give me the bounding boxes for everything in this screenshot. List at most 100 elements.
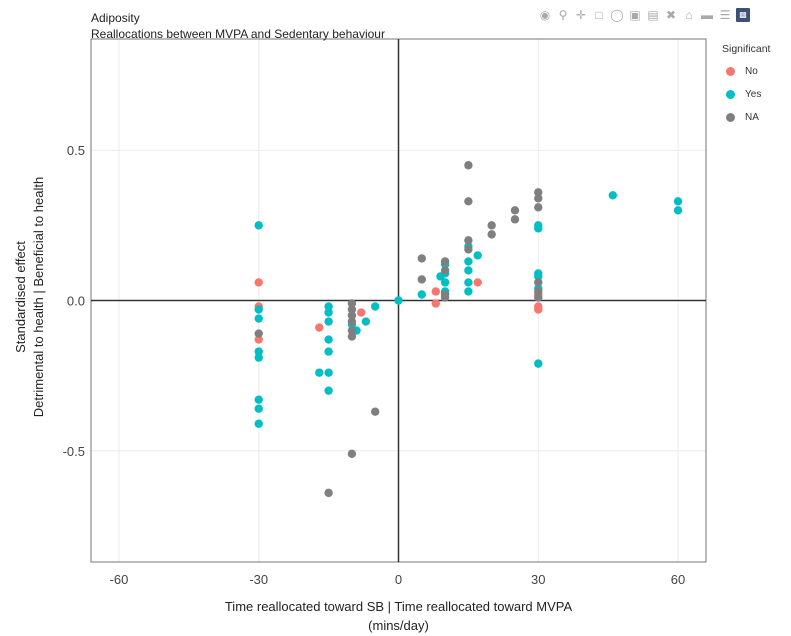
y-axis-label-line1: Standardised effect <box>13 241 28 353</box>
y-axis-label-line2: Detrimental to health | Beneficial to he… <box>31 176 46 418</box>
point-na <box>534 287 543 296</box>
point-yes <box>464 287 473 296</box>
point-yes <box>324 347 333 356</box>
zoom-in-icon[interactable]: ▣ <box>629 8 641 22</box>
x-axis-label: Time reallocated toward SB | Time reallo… <box>91 597 706 635</box>
x-tick-label: -30 <box>249 572 268 587</box>
point-yes <box>440 278 450 287</box>
point-yes <box>473 251 482 260</box>
point-yes <box>324 368 333 377</box>
data-points <box>254 161 683 498</box>
plotly-logo-icon[interactable]: ▩ <box>736 8 750 22</box>
point-no <box>431 299 440 308</box>
x-axis-label-line1: Time reallocated toward SB | Time reallo… <box>224 599 573 614</box>
reset-axes-icon[interactable]: ⌂ <box>685 8 693 22</box>
point-yes <box>361 317 371 326</box>
point-yes <box>254 305 263 314</box>
legend-item-yes[interactable]: Yes <box>722 83 770 106</box>
point-yes <box>371 302 380 311</box>
y-tick-label: 0.5 <box>67 143 85 158</box>
legend-marker-yes <box>726 90 735 99</box>
pan-icon[interactable]: ✛ <box>575 8 587 22</box>
zoom-icon[interactable]: ⚲ <box>558 8 568 22</box>
point-na <box>464 236 473 245</box>
point-na <box>510 215 520 224</box>
point-no <box>315 323 324 332</box>
x-tick-label: 0 <box>395 572 402 587</box>
x-tick-label: 60 <box>671 572 685 587</box>
x-tick-label: 30 <box>531 572 545 587</box>
point-no <box>431 287 440 296</box>
point-yes <box>417 290 426 299</box>
point-na <box>347 326 357 335</box>
x-axis-label-line2: (mins/day) <box>368 618 429 633</box>
point-na <box>254 329 263 338</box>
point-yes <box>254 395 263 404</box>
point-na <box>417 254 426 263</box>
point-yes <box>464 257 473 266</box>
point-na <box>347 299 357 308</box>
point-na <box>347 305 357 314</box>
point-na <box>440 293 450 302</box>
point-no <box>473 278 482 287</box>
point-yes <box>534 272 543 281</box>
point-yes <box>534 359 543 368</box>
y-tick-label: -0.5 <box>63 444 85 459</box>
point-na <box>534 188 543 197</box>
point-yes <box>324 335 333 344</box>
plot-modebar: ◉ ⚲ ✛ □ ◯ ▣ ▤ ✖ ⌂ ▬ ☰ ▩ <box>538 7 750 23</box>
box-select-icon[interactable]: □ <box>595 8 603 22</box>
point-na <box>347 317 357 326</box>
legend-label-na: NA <box>745 112 759 123</box>
zoom-out-icon[interactable]: ▤ <box>647 8 659 22</box>
y-tick-labels: -0.5 0.0 0.5 <box>63 143 85 459</box>
point-yes <box>254 404 263 413</box>
point-na <box>417 275 426 284</box>
spike-lines-icon[interactable]: ▬ <box>701 8 713 22</box>
x-tick-labels: -60 -30 0 30 60 <box>110 572 686 587</box>
point-yes <box>254 353 263 362</box>
point-na <box>347 449 357 458</box>
legend[interactable]: Significant No Yes NA <box>722 43 770 129</box>
point-no <box>254 335 263 344</box>
point-na <box>464 161 473 170</box>
legend-item-na[interactable]: NA <box>722 106 770 129</box>
point-na <box>534 203 543 212</box>
point-na <box>534 278 543 287</box>
camera-icon[interactable]: ◉ <box>539 8 551 22</box>
point-na <box>464 245 473 254</box>
point-yes <box>673 197 683 206</box>
point-yes <box>254 314 263 323</box>
lasso-icon[interactable]: ◯ <box>610 8 624 22</box>
legend-item-no[interactable]: No <box>722 60 770 83</box>
point-yes <box>608 191 618 200</box>
point-na <box>347 311 357 320</box>
point-yes <box>315 368 324 377</box>
point-yes <box>673 206 683 215</box>
autoscale-icon[interactable]: ✖ <box>665 8 677 22</box>
point-yes <box>324 386 333 395</box>
point-yes <box>254 347 263 356</box>
point-no <box>357 308 366 317</box>
point-na <box>440 266 450 275</box>
point-na <box>371 407 380 416</box>
legend-marker-na <box>726 113 735 122</box>
legend-label-no: No <box>745 66 758 77</box>
point-yes <box>464 266 473 275</box>
point-yes <box>534 221 543 230</box>
point-na <box>534 293 543 302</box>
point-yes <box>254 221 263 230</box>
point-na <box>487 230 496 239</box>
point-na <box>440 257 450 266</box>
compare-data-icon[interactable]: ☰ <box>719 8 731 22</box>
point-no <box>254 278 263 287</box>
legend-marker-no <box>726 67 735 76</box>
point-no <box>534 305 543 314</box>
legend-label-yes: Yes <box>745 89 762 100</box>
chart-title: Adiposity <box>91 11 140 25</box>
y-tick-label: 0.0 <box>67 294 85 309</box>
point-yes <box>254 419 263 428</box>
point-yes <box>324 308 333 317</box>
x-tick-label: -60 <box>110 572 129 587</box>
